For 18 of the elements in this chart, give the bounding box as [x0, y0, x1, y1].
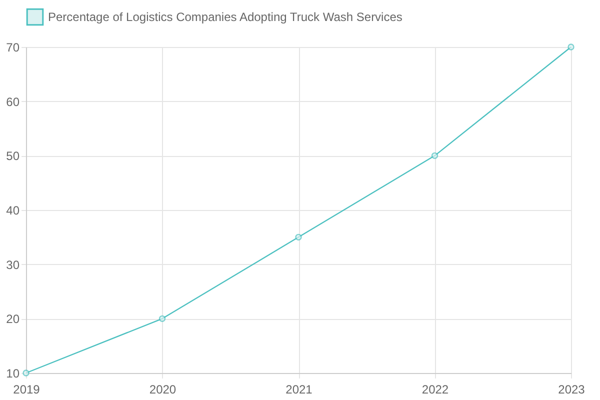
- point: [295, 234, 302, 240]
- legend-label: Percentage of Logistics Companies Adopting Truck Wash Services: [48, 10, 402, 24]
- y-tick-label: 40: [6, 204, 20, 218]
- x-tick-label: 2022: [422, 382, 449, 396]
- y-tick-label: 30: [6, 258, 20, 272]
- y-tick-label: 70: [6, 40, 20, 54]
- y-tick-label: 50: [6, 149, 20, 164]
- point: [568, 44, 574, 50]
- point: [431, 152, 438, 159]
- x-tick-label: 2023: [558, 382, 586, 396]
- point: [22, 370, 30, 376]
- y-tick-label: 10: [6, 366, 20, 380]
- x-tick-label: 2020: [149, 382, 176, 396]
- point: [158, 315, 166, 322]
- x-tick-label: 2021: [286, 382, 313, 396]
- x-tick-label: 2019: [13, 382, 40, 396]
- y-tick-label: 60: [6, 94, 20, 109]
- y-tick-label: 20: [6, 312, 20, 326]
